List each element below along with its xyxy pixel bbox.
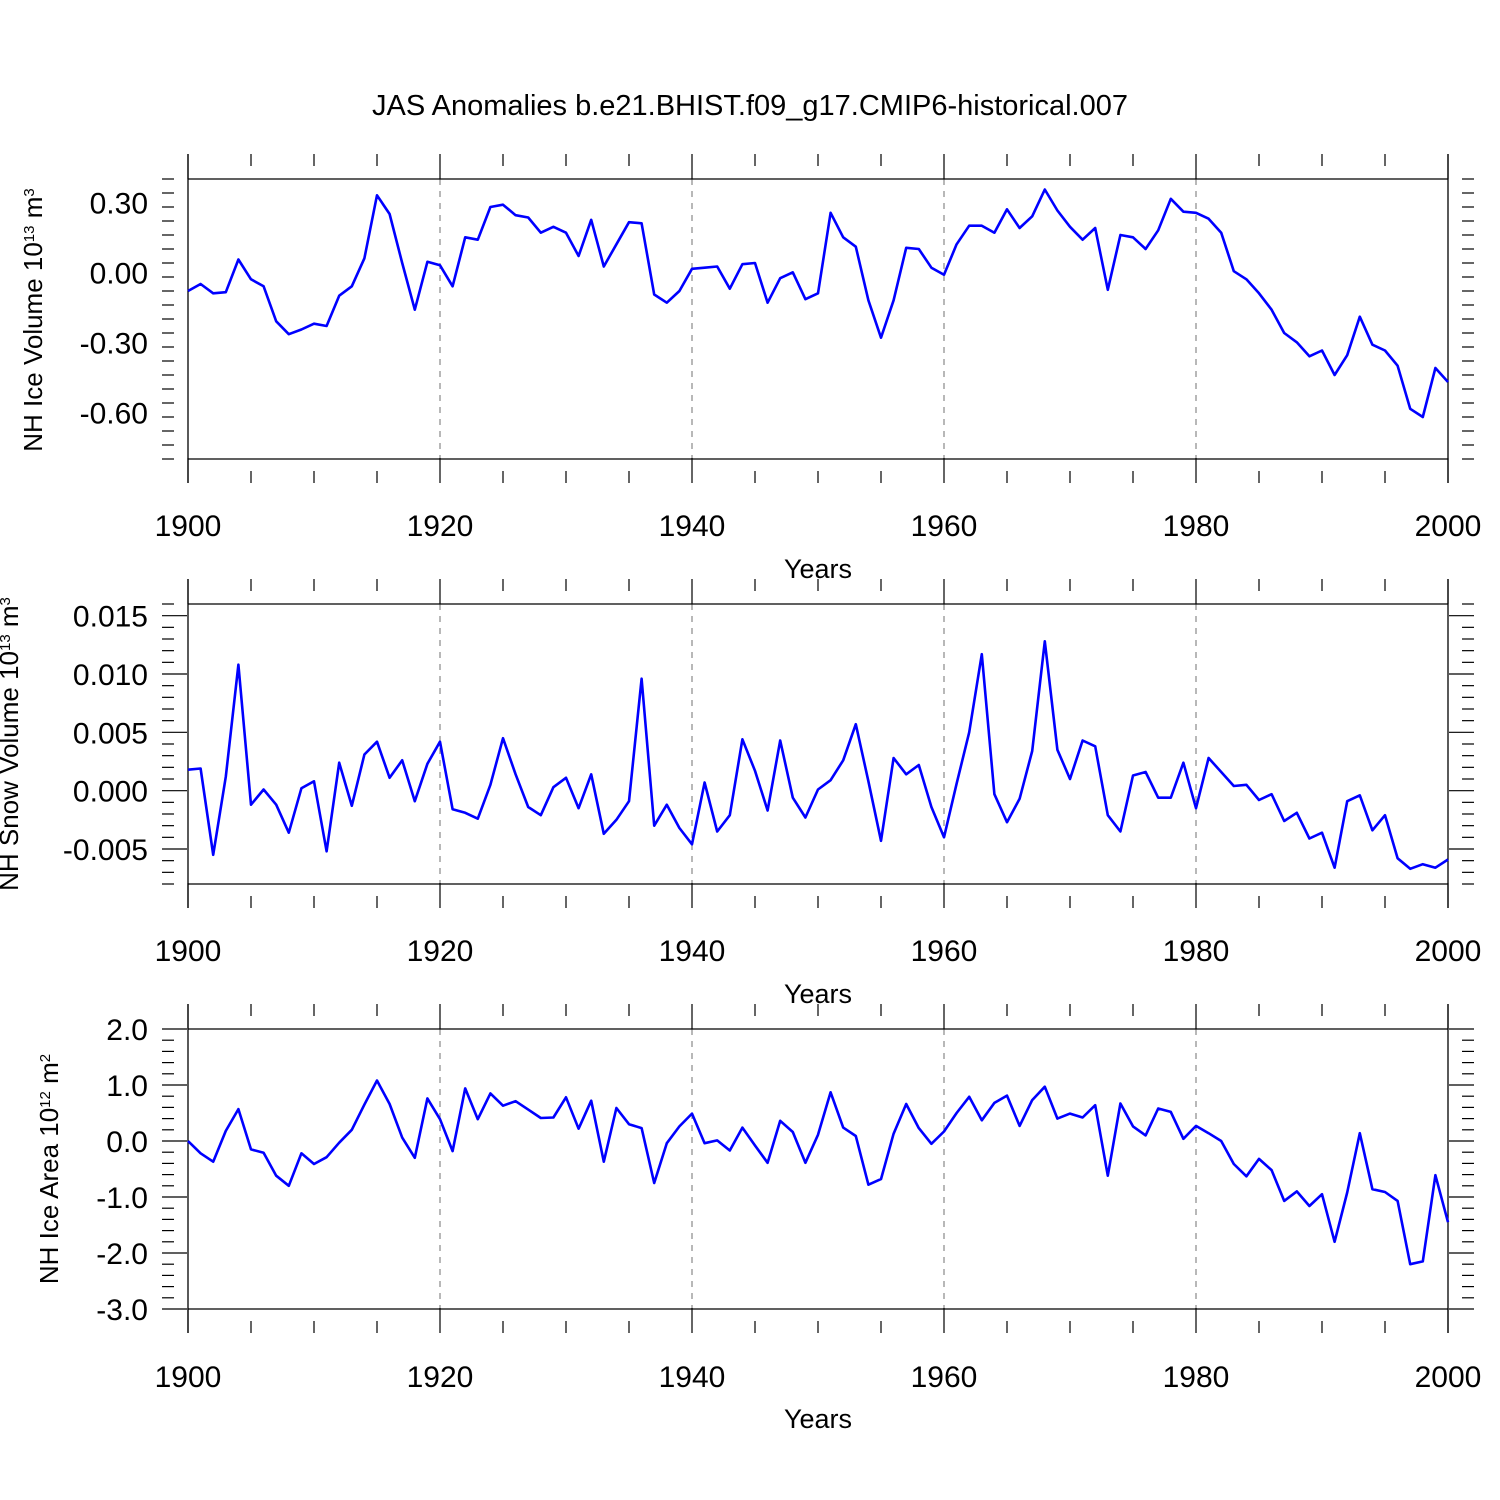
panel-3: 1900 1920 1940 1960 1980 2000 Years 2.0 1.0 0.0 -1…	[34, 1004, 1481, 1434]
y-axis-label-superscript: 3	[0, 597, 14, 605]
x-tick-label: 1900	[155, 935, 222, 968]
y-tick-label: 2.0	[106, 1014, 148, 1047]
x-tick-label: 1900	[155, 510, 222, 543]
x-tick-label: 1960	[911, 1361, 978, 1394]
y-axis-label-text: m	[34, 1062, 64, 1091]
y-axis-label-text: NH Snow Volume 10	[0, 651, 24, 891]
y-axis-label-superscript: 12	[37, 1091, 54, 1108]
y-tick-label: 1.0	[106, 1070, 148, 1103]
x-tick-label: 2000	[1415, 1361, 1482, 1394]
y-tick-label: 0.005	[73, 717, 148, 750]
x-tick-label: 1920	[407, 510, 474, 543]
y-axis-label-text: m	[0, 605, 24, 634]
y-tick-label: -0.60	[80, 397, 148, 430]
y-axis-label-superscript: 13	[0, 634, 14, 651]
y-tick-label: -0.005	[63, 834, 148, 867]
x-tick-label: 1920	[407, 935, 474, 968]
x-axis-label: Years	[784, 1404, 852, 1434]
x-tick-label: 1900	[155, 1361, 222, 1394]
y-axis-label-text: NH Ice Volume 10	[18, 242, 48, 452]
y-tick-label: 0.00	[90, 257, 148, 290]
y-axis-label: NH Ice Area 1012 m2	[34, 1054, 64, 1284]
series-line	[187, 639, 1449, 871]
y-tick-label: 0.0	[106, 1126, 148, 1159]
y-axis-label-superscript: 13	[21, 225, 38, 242]
y-tick-label: -3.0	[96, 1294, 148, 1327]
y-tick-label: 0.010	[73, 659, 148, 692]
y-tick-label: -1.0	[96, 1182, 148, 1215]
x-tick-label: 2000	[1415, 510, 1482, 543]
y-tick-label: 0.30	[90, 187, 148, 220]
series-line	[187, 1079, 1450, 1266]
y-tick-label: 0.015	[73, 601, 148, 634]
x-tick-label: 1940	[659, 1361, 726, 1394]
x-tick-label: 1920	[407, 1361, 474, 1394]
y-axis-label-text: m	[18, 197, 48, 226]
y-axis-label: NH Snow Volume 1013 m3	[0, 597, 24, 891]
x-tick-label: 1980	[1163, 510, 1230, 543]
series-line	[187, 188, 1449, 419]
y-tick-label: -0.30	[80, 327, 148, 360]
x-tick-label: 1940	[659, 935, 726, 968]
x-tick-label: 1980	[1163, 935, 1230, 968]
x-tick-label: 1960	[911, 510, 978, 543]
x-tick-label: 1980	[1163, 1361, 1230, 1394]
panel-1: 1900 1920 1940 1960 1980 2000Years0.300.00-0.…	[18, 154, 1481, 584]
x-tick-label: 2000	[1415, 935, 1482, 968]
y-axis-label: NH Ice Volume 1013 m3	[18, 188, 48, 451]
y-axis-label-superscript: 3	[21, 188, 38, 196]
panel-2: 1900 1920 1940 1960 1980 2000Years0.0150.0100…	[0, 579, 1481, 1009]
x-tick-label: 1940	[659, 510, 726, 543]
y-axis-label-text: NH Ice Area 10	[34, 1108, 64, 1284]
x-tick-label: 1960	[911, 935, 978, 968]
figure-title: JAS Anomalies b.e21.BHIST.f09_g17.CMIP6-…	[372, 90, 1128, 122]
y-tick-label: -2.0	[96, 1238, 148, 1271]
y-tick-label: 0.000	[73, 776, 148, 809]
y-axis-label-superscript: 2	[37, 1054, 54, 1062]
